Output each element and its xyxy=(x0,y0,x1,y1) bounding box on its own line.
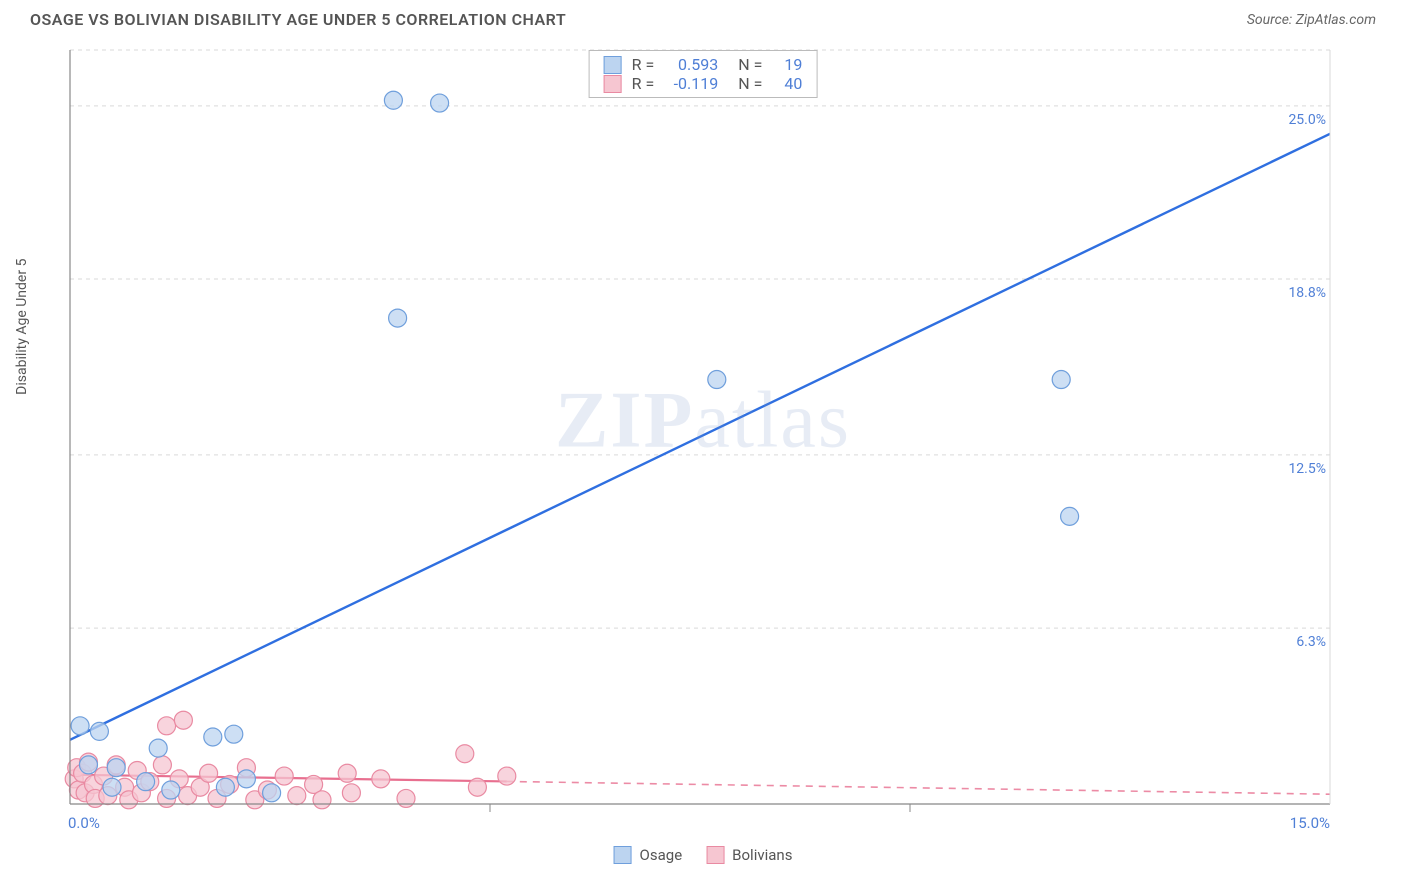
legend-item: Osage xyxy=(614,846,683,864)
data-point xyxy=(1052,371,1070,389)
data-point xyxy=(137,773,155,791)
data-point xyxy=(204,728,222,746)
data-point xyxy=(162,781,180,799)
trend-line xyxy=(70,134,1330,740)
legend-label: Osage xyxy=(640,846,683,864)
data-point xyxy=(263,784,281,802)
source-prefix: Source: xyxy=(1247,12,1296,28)
data-point xyxy=(174,711,192,729)
data-point xyxy=(397,789,415,807)
data-point xyxy=(107,759,125,777)
xmax-label: 15.0% xyxy=(1290,814,1330,832)
r-value: 0.593 xyxy=(664,55,718,74)
trend-line-extrapolated xyxy=(507,781,1330,794)
data-point xyxy=(149,739,167,757)
data-point xyxy=(153,756,171,774)
legend-item: Bolivians xyxy=(706,846,792,864)
data-point xyxy=(431,94,449,112)
data-point xyxy=(103,778,121,796)
y-tick-label: 12.5% xyxy=(1288,461,1326,477)
n-label: N = xyxy=(738,74,762,93)
y-tick-label: 18.8% xyxy=(1288,285,1326,301)
r-value: -0.119 xyxy=(664,74,718,93)
data-point xyxy=(389,309,407,327)
data-point xyxy=(288,787,306,805)
y-axis-label: Disability Age Under 5 xyxy=(14,259,30,395)
data-point xyxy=(275,767,293,785)
header: OSAGE VS BOLIVIAN DISABILITY AGE UNDER 5… xyxy=(0,0,1406,29)
data-point xyxy=(384,91,402,109)
chart-title: OSAGE VS BOLIVIAN DISABILITY AGE UNDER 5… xyxy=(30,10,566,29)
origin-label: 0.0% xyxy=(68,814,100,832)
series-swatch xyxy=(604,75,622,93)
data-point xyxy=(708,371,726,389)
legend-swatch xyxy=(706,846,724,864)
data-point xyxy=(200,764,218,782)
source-attribution: Source: ZipAtlas.com xyxy=(1247,12,1376,28)
data-point xyxy=(1061,507,1079,525)
data-point xyxy=(158,717,176,735)
n-value: 19 xyxy=(772,55,802,74)
correlation-row: R = 0.593 N = 19 xyxy=(604,55,803,74)
y-tick-label: 6.3% xyxy=(1296,634,1326,650)
legend-label: Bolivians xyxy=(732,846,792,864)
r-label: R = xyxy=(632,55,655,74)
chart-area: Disability Age Under 5 6.3%12.5%18.8%25.… xyxy=(30,44,1376,882)
data-point xyxy=(225,725,243,743)
n-label: N = xyxy=(738,55,762,74)
series-swatch xyxy=(604,56,622,74)
data-point xyxy=(456,745,474,763)
legend-swatch xyxy=(614,846,632,864)
data-point xyxy=(342,784,360,802)
data-point xyxy=(71,717,89,735)
n-value: 40 xyxy=(772,74,802,93)
data-point xyxy=(498,767,516,785)
data-point xyxy=(216,778,234,796)
scatter-chart: 6.3% 12.5% 18.8% 25.0% 0.0% 15.0% xyxy=(30,44,1340,844)
correlation-row: R = -0.119 N = 40 xyxy=(604,74,803,93)
y-tick-label: 25.0% xyxy=(1288,112,1326,128)
data-point xyxy=(372,770,390,788)
r-label: R = xyxy=(632,74,655,93)
series-legend: Osage Bolivians xyxy=(614,846,793,864)
data-point xyxy=(338,764,356,782)
data-point xyxy=(313,791,331,809)
data-point xyxy=(237,770,255,788)
source-name: ZipAtlas.com xyxy=(1296,12,1376,28)
data-point xyxy=(79,756,97,774)
data-point xyxy=(468,778,486,796)
correlation-legend: R = 0.593 N = 19 R = -0.119 N = 40 xyxy=(589,50,818,98)
data-point xyxy=(90,722,108,740)
